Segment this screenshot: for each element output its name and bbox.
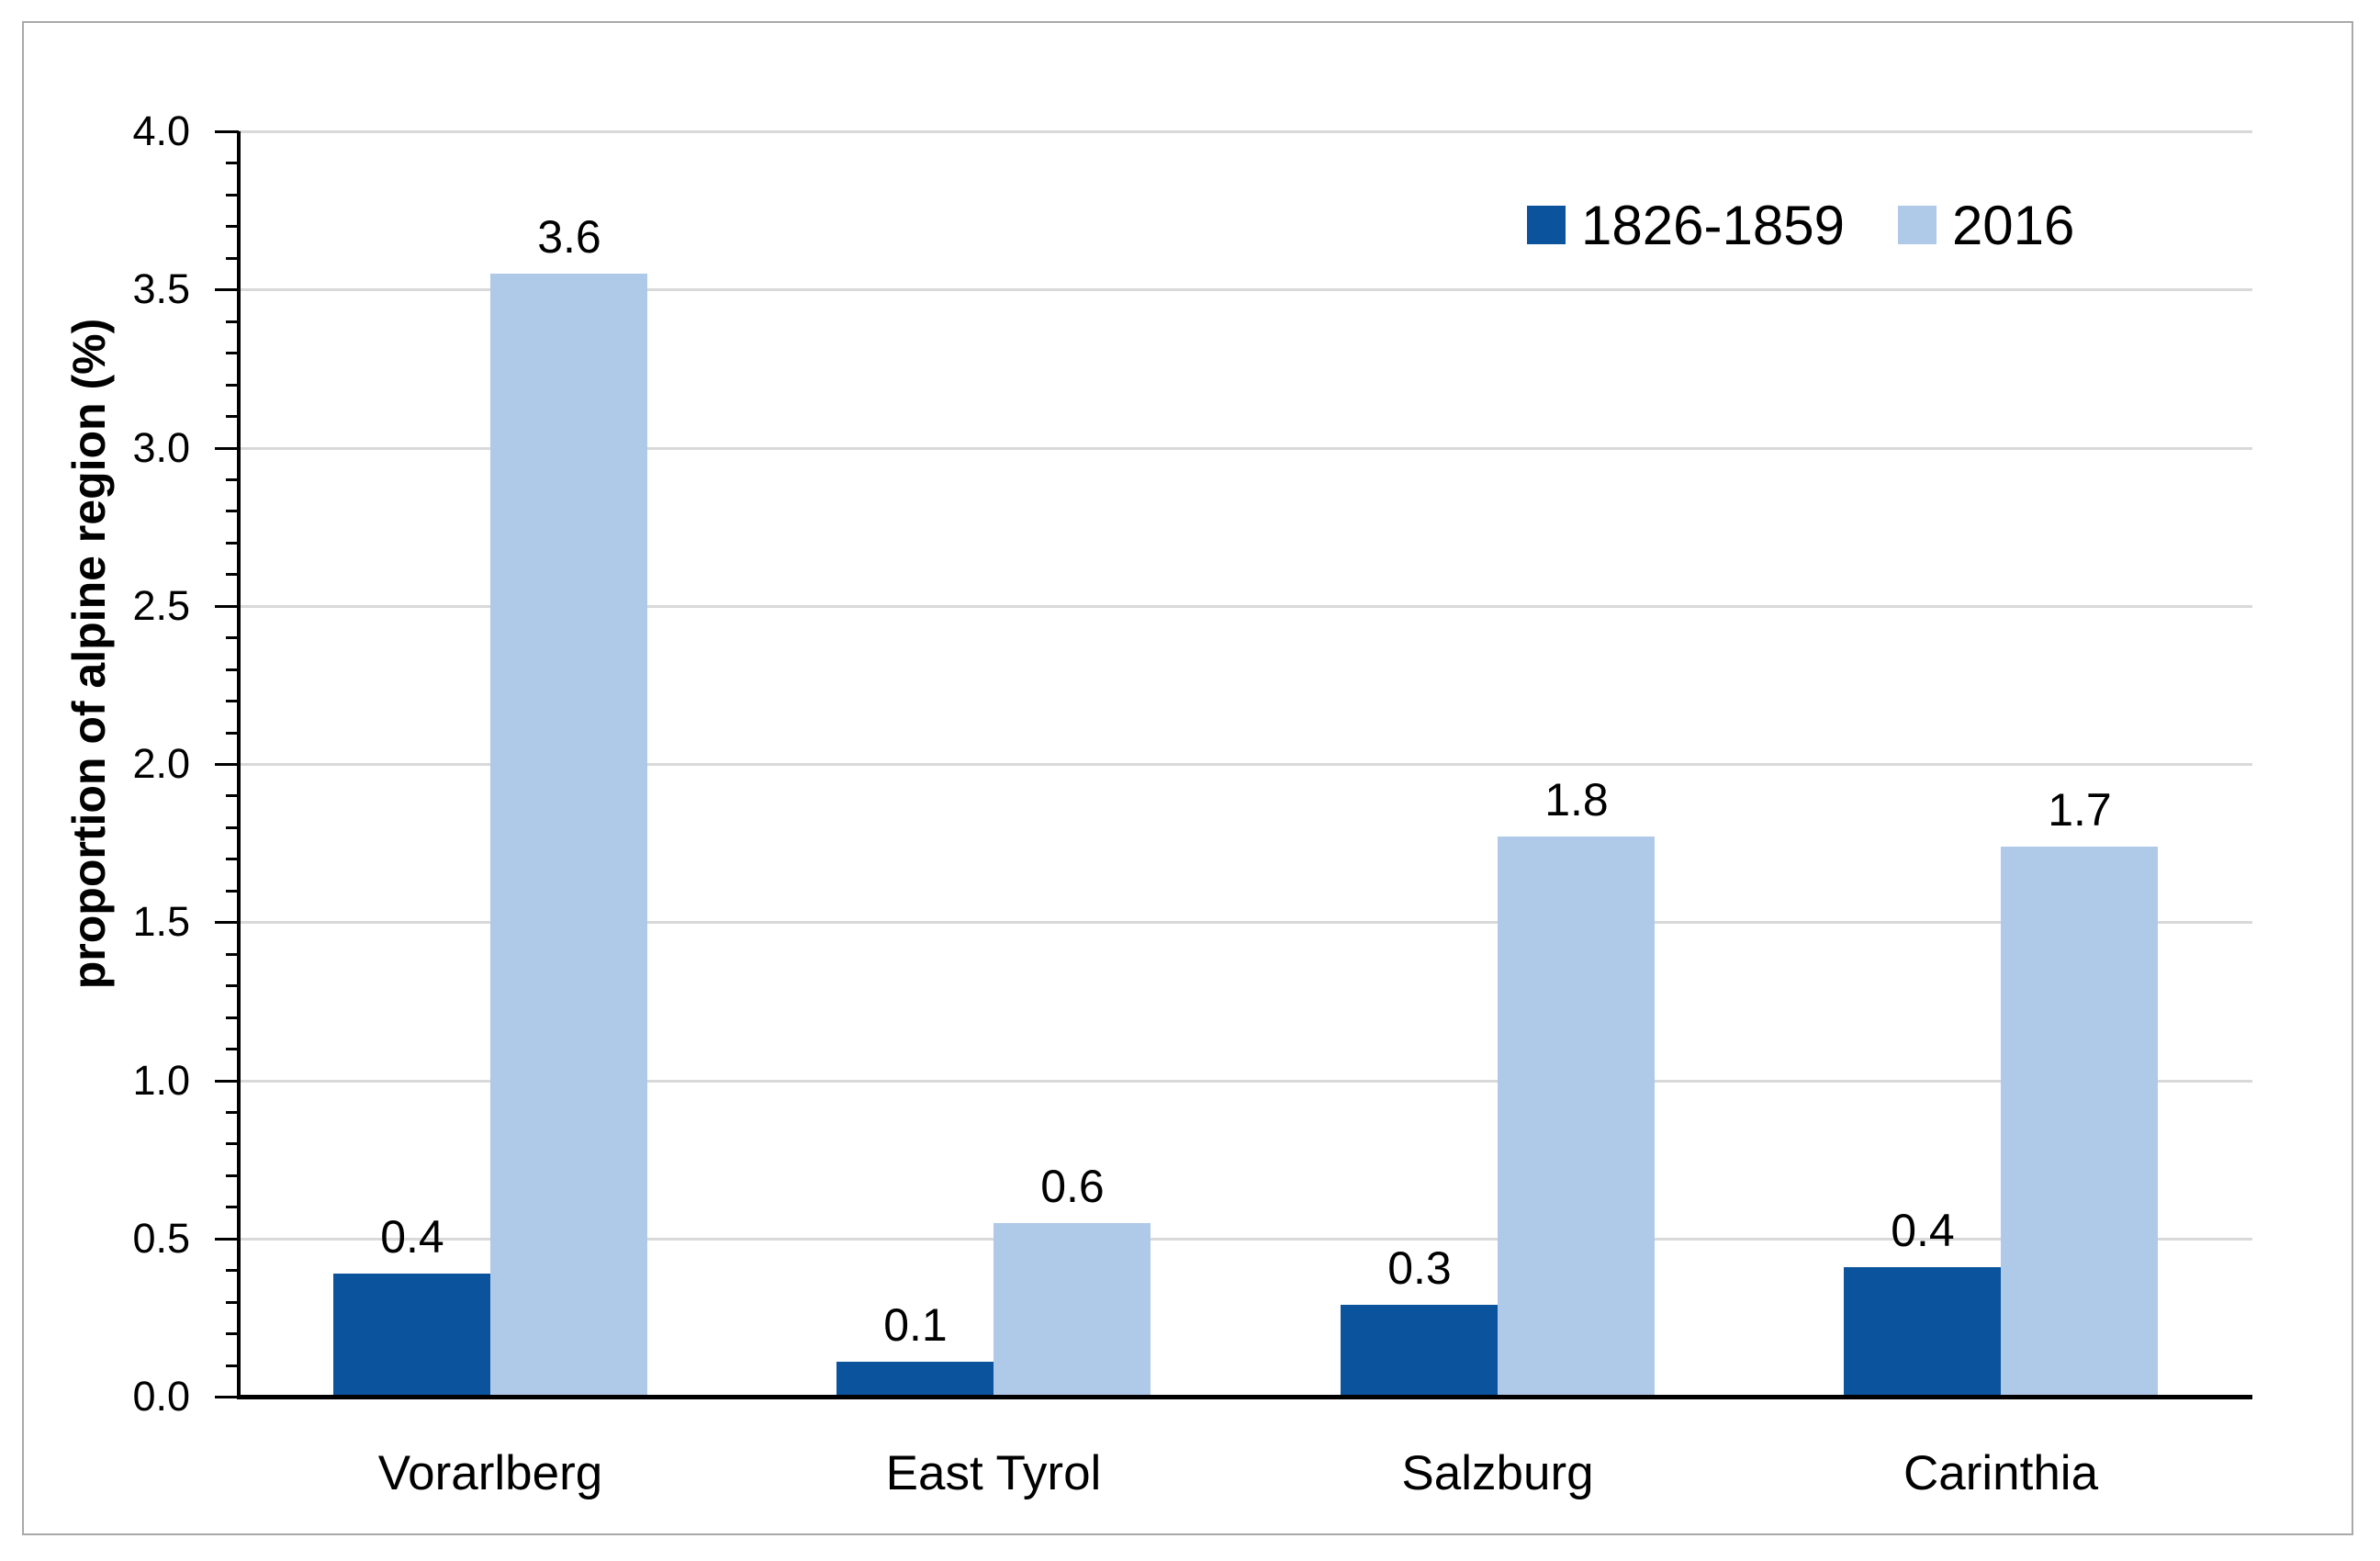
legend-swatch-1826-1859-icon: [1527, 206, 1566, 244]
y-minor-tick: [226, 194, 239, 197]
y-major-tick: [215, 763, 239, 766]
y-minor-tick: [226, 1016, 239, 1019]
legend-label-series-1: 1826-1859: [1581, 194, 1845, 256]
y-minor-tick: [226, 984, 239, 987]
bar-carinthia-1826-1859: [1844, 1267, 2001, 1397]
bar-value-label: 3.6: [537, 211, 601, 263]
y-axis-line: [237, 131, 241, 1399]
y-minor-tick: [226, 352, 239, 354]
y-minor-tick: [226, 794, 239, 797]
y-gridline: [239, 605, 2252, 608]
legend-item-series-2: 2016: [1897, 194, 2075, 257]
y-minor-tick: [226, 573, 239, 576]
y-minor-tick: [226, 1364, 239, 1367]
y-major-tick: [215, 130, 239, 133]
bar-east-tyrol-2016: [994, 1223, 1151, 1397]
bar-salzburg-1826-1859: [1341, 1305, 1498, 1397]
y-major-tick: [215, 1238, 239, 1241]
x-category-label-vorarlberg: Vorarlberg: [377, 1446, 603, 1500]
x-axis-line: [237, 1395, 2252, 1399]
bar-vorarlberg-2016: [490, 274, 647, 1397]
y-minor-tick: [226, 636, 239, 639]
bar-value-label: 0.3: [1387, 1242, 1452, 1294]
y-major-tick: [215, 447, 239, 450]
legend-swatch-2016-icon: [1897, 206, 1937, 244]
y-minor-tick: [226, 384, 239, 387]
y-minor-tick: [226, 1301, 239, 1304]
legend-label-series-2: 2016: [1951, 194, 2075, 256]
bar-value-label: 0.4: [380, 1211, 444, 1263]
y-tick-label: 0.0: [132, 1373, 190, 1420]
y-tick-label: 3.0: [132, 424, 190, 471]
y-minor-tick: [226, 1048, 239, 1050]
y-major-tick: [215, 288, 239, 291]
y-minor-tick: [226, 1142, 239, 1145]
bar-vorarlberg-1826-1859: [333, 1274, 490, 1397]
bar-carinthia-2016: [2001, 847, 2158, 1397]
y-minor-tick: [226, 542, 239, 545]
y-gridline: [239, 130, 2252, 133]
y-gridline: [239, 921, 2252, 924]
y-minor-tick: [226, 826, 239, 829]
bar-value-label: 1.8: [1544, 774, 1609, 825]
bar-salzburg-2016: [1498, 837, 1655, 1397]
y-minor-tick: [226, 257, 239, 260]
y-minor-tick: [226, 510, 239, 512]
y-minor-tick: [226, 478, 239, 481]
bar-value-label: 0.1: [883, 1299, 948, 1351]
y-minor-tick: [226, 415, 239, 418]
y-minor-tick: [226, 225, 239, 228]
y-axis-title: proportion of alpine region (%): [63, 318, 115, 990]
y-major-tick: [215, 1080, 239, 1083]
y-tick-label: 2.5: [132, 582, 190, 629]
y-tick-label: 2.0: [132, 740, 190, 787]
y-major-tick: [215, 921, 239, 924]
y-minor-tick: [226, 890, 239, 893]
y-minor-tick: [226, 858, 239, 860]
y-gridline: [239, 1080, 2252, 1083]
y-minor-tick: [226, 1206, 239, 1208]
y-gridline: [239, 288, 2252, 291]
y-minor-tick: [226, 162, 239, 164]
y-tick-label: 1.5: [132, 898, 190, 945]
bar-value-label: 1.7: [2048, 784, 2112, 836]
y-tick-label: 3.5: [132, 265, 190, 312]
legend-item-series-1: 1826-1859: [1527, 194, 1845, 257]
x-category-label-carinthia: Carinthia: [1903, 1446, 2099, 1500]
y-minor-tick: [226, 1269, 239, 1272]
y-minor-tick: [226, 1332, 239, 1335]
y-minor-tick: [226, 953, 239, 956]
x-category-label-east-tyrol: East Tyrol: [885, 1446, 1102, 1500]
y-major-tick: [215, 605, 239, 608]
y-tick-label: 4.0: [132, 107, 190, 154]
y-minor-tick: [226, 320, 239, 323]
y-gridline: [239, 1238, 2252, 1241]
bar-value-label: 0.6: [1040, 1161, 1105, 1212]
bar-value-label: 0.4: [1891, 1205, 1955, 1256]
y-minor-tick: [226, 732, 239, 735]
legend: 1826-1859 2016: [1527, 195, 2074, 256]
y-gridline: [239, 763, 2252, 766]
y-minor-tick: [226, 1111, 239, 1114]
y-minor-tick: [226, 700, 239, 702]
y-gridline: [239, 447, 2252, 450]
y-tick-label: 1.0: [132, 1057, 190, 1104]
y-major-tick: [215, 1396, 239, 1398]
y-tick-label: 0.5: [132, 1215, 190, 1262]
bar-east-tyrol-1826-1859: [836, 1362, 994, 1397]
y-minor-tick: [226, 1174, 239, 1177]
x-category-label-salzburg: Salzburg: [1401, 1446, 1594, 1500]
y-minor-tick: [226, 668, 239, 671]
